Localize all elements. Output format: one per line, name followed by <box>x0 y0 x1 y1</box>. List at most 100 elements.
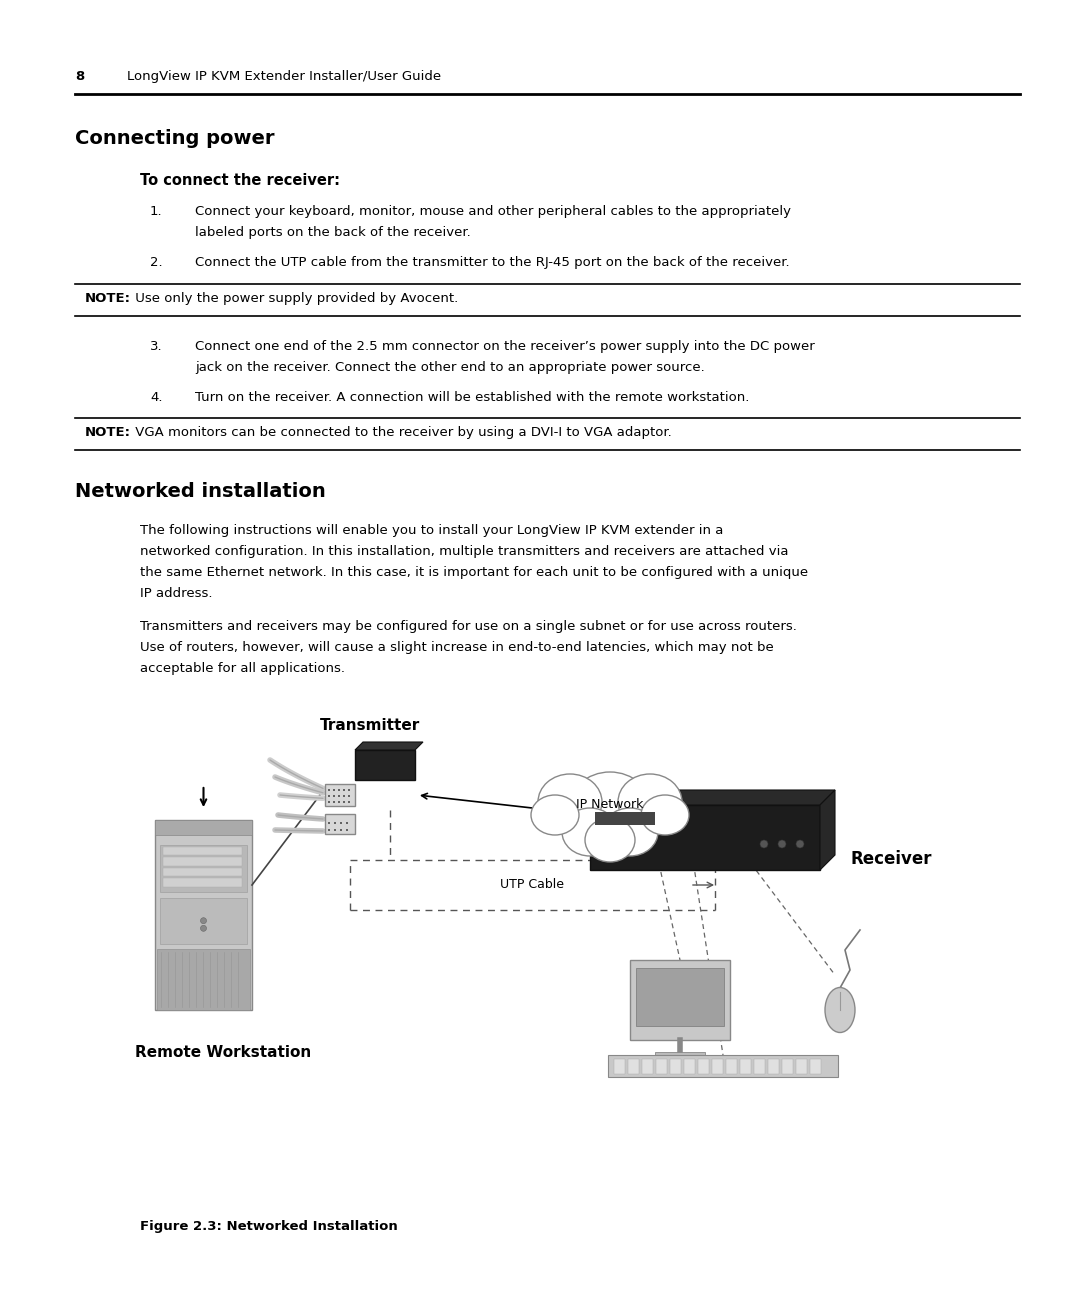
Circle shape <box>328 794 330 797</box>
Bar <box>325 784 355 806</box>
Circle shape <box>201 918 206 924</box>
Bar <box>684 1059 696 1074</box>
Text: Connecting power: Connecting power <box>75 130 274 148</box>
Bar <box>768 1059 779 1074</box>
Ellipse shape <box>538 774 602 829</box>
Circle shape <box>340 829 342 831</box>
Bar <box>163 846 242 855</box>
Text: acceptable for all applications.: acceptable for all applications. <box>140 662 345 675</box>
Circle shape <box>343 801 345 804</box>
Circle shape <box>201 925 206 932</box>
Circle shape <box>328 801 330 804</box>
Ellipse shape <box>585 818 635 862</box>
Bar <box>157 949 249 1010</box>
Text: The following instructions will enable you to install your LongView IP KVM exten: The following instructions will enable y… <box>140 524 724 537</box>
Bar <box>740 1059 751 1074</box>
Circle shape <box>778 840 786 848</box>
Polygon shape <box>355 743 423 750</box>
Circle shape <box>333 794 335 797</box>
Text: IP address.: IP address. <box>140 587 213 600</box>
Bar <box>590 805 820 870</box>
Polygon shape <box>820 791 835 870</box>
Circle shape <box>348 789 350 791</box>
Bar <box>782 1059 793 1074</box>
Text: Transmitter: Transmitter <box>320 718 420 734</box>
Bar <box>656 1059 667 1074</box>
Circle shape <box>338 801 340 804</box>
Bar <box>636 968 724 1026</box>
Bar <box>156 820 252 1010</box>
Circle shape <box>348 794 350 797</box>
Text: NOTE:: NOTE: <box>85 426 131 439</box>
Text: 8: 8 <box>75 70 84 83</box>
Bar <box>670 1059 681 1074</box>
Text: VGA monitors can be connected to the receiver by using a DVI-I to VGA adaptor.: VGA monitors can be connected to the rec… <box>131 426 672 439</box>
Bar <box>627 1059 639 1074</box>
Bar <box>608 1055 838 1077</box>
Ellipse shape <box>602 807 658 855</box>
Text: jack on the receiver. Connect the other end to an appropriate power source.: jack on the receiver. Connect the other … <box>195 362 705 375</box>
Text: Remote Workstation: Remote Workstation <box>135 1045 311 1060</box>
Bar <box>163 879 242 886</box>
Circle shape <box>796 840 804 848</box>
Text: Connect the UTP cable from the transmitter to the RJ-45 port on the back of the : Connect the UTP cable from the transmitt… <box>195 257 789 270</box>
Bar <box>642 1059 653 1074</box>
Bar <box>163 857 242 866</box>
Text: Connect your keyboard, monitor, mouse and other peripheral cables to the appropr: Connect your keyboard, monitor, mouse an… <box>195 205 791 218</box>
Text: Figure 2.3: Networked Installation: Figure 2.3: Networked Installation <box>140 1220 397 1232</box>
Text: Transmitters and receivers may be configured for use on a single subnet or for u: Transmitters and receivers may be config… <box>140 619 797 632</box>
Circle shape <box>343 789 345 791</box>
Text: 4.: 4. <box>150 391 162 404</box>
Circle shape <box>328 829 330 831</box>
Circle shape <box>348 801 350 804</box>
Circle shape <box>334 822 336 824</box>
Bar <box>163 868 242 876</box>
Ellipse shape <box>568 772 652 848</box>
Text: IP Network: IP Network <box>577 798 644 811</box>
Circle shape <box>760 840 768 848</box>
Ellipse shape <box>825 988 855 1033</box>
Circle shape <box>334 829 336 831</box>
Text: Connect one end of the 2.5 mm connector on the receiver’s power supply into the : Connect one end of the 2.5 mm connector … <box>195 340 814 353</box>
Bar <box>355 750 415 780</box>
Circle shape <box>333 789 335 791</box>
Circle shape <box>338 789 340 791</box>
Text: Use of routers, however, will cause a slight increase in end-to-end latencies, w: Use of routers, however, will cause a sl… <box>140 642 773 654</box>
Bar <box>726 1059 737 1074</box>
Circle shape <box>338 794 340 797</box>
Text: 1.: 1. <box>150 205 163 218</box>
Circle shape <box>333 801 335 804</box>
Bar <box>754 1059 765 1074</box>
Circle shape <box>343 794 345 797</box>
Text: Networked installation: Networked installation <box>75 482 326 502</box>
Bar <box>654 1052 705 1061</box>
Text: the same Ethernet network. In this case, it is important for each unit to be con: the same Ethernet network. In this case,… <box>140 566 808 579</box>
Circle shape <box>340 822 342 824</box>
Ellipse shape <box>531 794 579 835</box>
Polygon shape <box>590 791 835 805</box>
Bar <box>698 1059 708 1074</box>
Text: Use only the power supply provided by Avocent.: Use only the power supply provided by Av… <box>131 292 458 305</box>
Bar <box>615 1059 625 1074</box>
Circle shape <box>328 789 330 791</box>
Circle shape <box>346 829 348 831</box>
Bar <box>712 1059 723 1074</box>
Circle shape <box>346 822 348 824</box>
Ellipse shape <box>618 774 681 829</box>
Text: NOTE:: NOTE: <box>85 292 131 305</box>
Text: To connect the receiver:: To connect the receiver: <box>140 172 340 188</box>
Bar <box>796 1059 807 1074</box>
Text: 2.: 2. <box>150 257 163 270</box>
Circle shape <box>328 822 330 824</box>
Bar <box>160 845 247 892</box>
Text: Turn on the receiver. A connection will be established with the remote workstati: Turn on the receiver. A connection will … <box>195 391 750 404</box>
Bar <box>630 960 730 1039</box>
Text: labeled ports on the back of the receiver.: labeled ports on the back of the receive… <box>195 226 471 238</box>
Text: UTP Cable: UTP Cable <box>500 879 565 892</box>
Text: networked configuration. In this installation, multiple transmitters and receive: networked configuration. In this install… <box>140 546 788 559</box>
Text: LongView IP KVM Extender Installer/User Guide: LongView IP KVM Extender Installer/User … <box>127 70 441 83</box>
Ellipse shape <box>642 794 689 835</box>
Text: Receiver: Receiver <box>850 850 931 868</box>
Ellipse shape <box>562 807 618 855</box>
Bar <box>325 814 355 835</box>
